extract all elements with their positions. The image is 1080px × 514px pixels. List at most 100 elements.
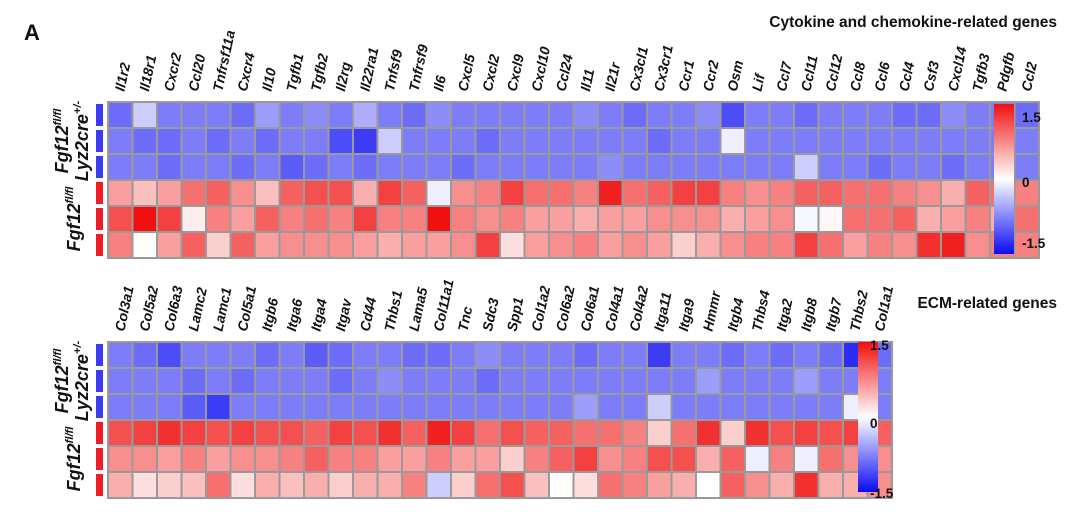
heatmap-cell [574, 421, 597, 445]
gene-label-itgb4: Itgb4 [724, 296, 747, 332]
genotype-label-wt: Fgf12fl/fl [64, 426, 84, 492]
heatmap-cell [427, 447, 450, 471]
heatmap-cell [231, 129, 254, 153]
heatmap-cell [158, 343, 181, 367]
heatmap-cell [893, 181, 916, 205]
heatmap-cell [599, 369, 622, 393]
heatmap-cell [795, 421, 818, 445]
heatmap-cell [305, 369, 328, 393]
heatmap-cell [280, 395, 303, 419]
heatmap-cell [378, 129, 401, 153]
heatmap-cell [182, 233, 205, 257]
heatmap-cell [672, 473, 695, 497]
heatmap-cell [280, 103, 303, 127]
heatmap-cell [231, 181, 254, 205]
gene-label-lama5: Lama5 [406, 286, 431, 333]
heatmap-cell [452, 343, 475, 367]
heatmap-cell [746, 207, 769, 231]
heatmap-cell [746, 421, 769, 445]
heatmap-cell [403, 343, 426, 367]
heatmap-cell [819, 343, 842, 367]
heatmap-cell [550, 129, 573, 153]
heatmap-cell [133, 369, 156, 393]
heatmap-cell [599, 421, 622, 445]
heatmap-cell [109, 129, 132, 153]
heatmap-cell [133, 421, 156, 445]
heatmap-cell [550, 233, 573, 257]
heatmap-cell [329, 181, 352, 205]
genotype-label-ko-line2: Lyz2cre+/- [72, 101, 92, 182]
heatmap-cell [623, 103, 646, 127]
heatmap-cell [109, 181, 132, 205]
heatmap-cell [819, 369, 842, 393]
gene-label-il6: Il6 [430, 74, 449, 93]
heatmap-cell [476, 447, 499, 471]
gene-label-ccr1: Ccr1 [675, 59, 697, 93]
heatmap-cell [403, 233, 426, 257]
heatmap-cell [721, 181, 744, 205]
heatmap-cell [452, 103, 475, 127]
heatmap-cell [476, 395, 499, 419]
heatmap-cell [574, 447, 597, 471]
heatmap-cell [256, 129, 279, 153]
heatmap-cell [942, 155, 965, 179]
genotype-label-ko-line1: Fgf12fl/fl [52, 108, 72, 174]
heatmap-cell [158, 395, 181, 419]
heatmap-title: Cytokine and chemokine-related genes [769, 14, 1057, 31]
colorbar-tick-label: 1.5 [870, 338, 889, 353]
colorbar-tick-label: -1.5 [1022, 236, 1046, 251]
heatmap-cell [574, 129, 597, 153]
heatmap-cell [525, 103, 548, 127]
heatmap-cell [770, 447, 793, 471]
heatmap-cell [795, 207, 818, 231]
heatmap-cell [476, 233, 499, 257]
heatmap-cell [942, 181, 965, 205]
heatmap-cell [917, 181, 940, 205]
heatmap-cell [378, 343, 401, 367]
heatmap-cell [1015, 207, 1038, 231]
heatmap-cell [133, 473, 156, 497]
heatmap-cell [623, 473, 646, 497]
heatmap-cell [648, 155, 671, 179]
heatmap-cell [770, 181, 793, 205]
heatmap-cell [672, 181, 695, 205]
heatmap-cell [697, 233, 720, 257]
heatmap-cell [133, 395, 156, 419]
heatmap-cell [868, 103, 891, 127]
heatmap-cell [623, 129, 646, 153]
heatmap-cell [1015, 103, 1038, 127]
group-bar-ko [96, 370, 103, 392]
heatmap-cell [280, 447, 303, 471]
gene-label-tnfrsf9: Tnfrsf9 [406, 43, 432, 93]
colorbar-tick-label: 1.5 [1022, 110, 1041, 125]
heatmap-cell [770, 155, 793, 179]
heatmap-cell [207, 473, 230, 497]
gene-label-tgfb1: Tgfb1 [283, 52, 307, 93]
heatmap-cell [795, 343, 818, 367]
gene-label-tgfb2: Tgfb2 [308, 52, 332, 93]
heatmap-cell [133, 181, 156, 205]
heatmap-cell [648, 207, 671, 231]
heatmap-cell [795, 369, 818, 393]
heatmap-cell [403, 103, 426, 127]
gene-label-cx3cl1: Cx3cl1 [626, 45, 651, 93]
gene-label-itgb6: Itgb6 [259, 296, 282, 332]
colorbar-tick-label: -1.5 [870, 486, 894, 501]
heatmap-cell [525, 421, 548, 445]
group-bar-wt [96, 448, 103, 470]
heatmap-cell [133, 103, 156, 127]
heatmap-cell [648, 103, 671, 127]
heatmap-cell [476, 103, 499, 127]
heatmap-cell [868, 233, 891, 257]
heatmap-cell [476, 129, 499, 153]
heatmap-cell [574, 233, 597, 257]
heatmap-cell [550, 395, 573, 419]
heatmap-cell [182, 421, 205, 445]
heatmap-cell [378, 207, 401, 231]
heatmap-cell [256, 369, 279, 393]
gene-label-ccl6: Ccl6 [871, 60, 893, 92]
heatmap-cell [770, 129, 793, 153]
heatmap-cell [403, 421, 426, 445]
gene-label-tgfb3: Tgfb3 [969, 52, 993, 93]
heatmap-cell [550, 421, 573, 445]
